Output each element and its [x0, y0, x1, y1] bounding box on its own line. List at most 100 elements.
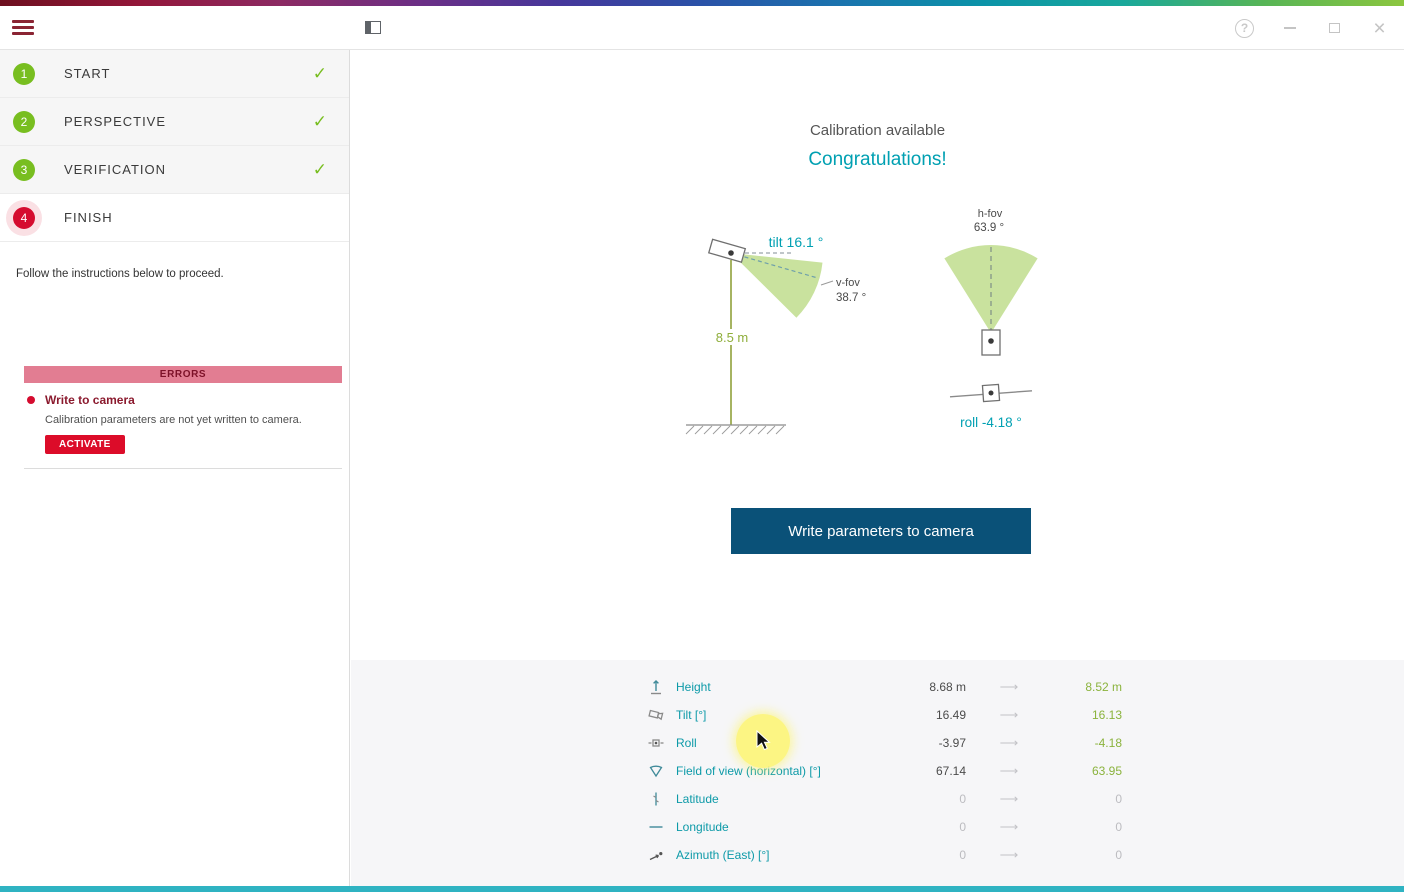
- param-new-value: 8.52 m: [1085, 680, 1122, 694]
- table-row-azimuth: Azimuth (East) [°] 0 ⟶ 0: [351, 841, 1404, 869]
- param-current-value: 8.68 m: [929, 680, 966, 694]
- arrow-right-icon: ⟶: [999, 819, 1019, 834]
- tilt-value-label: tilt 16.1 °: [769, 234, 824, 250]
- menu-icon[interactable]: [12, 20, 34, 36]
- roll-icon: [643, 734, 669, 752]
- tilt-icon: [643, 706, 669, 724]
- congratulations-headline: Congratulations!: [808, 149, 947, 170]
- param-current-value: 67.14: [935, 764, 966, 778]
- param-new-value: -4.18: [1094, 736, 1122, 750]
- activate-button[interactable]: ACTIVATE: [45, 435, 125, 454]
- sidebar-item-finish[interactable]: 4 FINISH: [0, 194, 349, 242]
- errors-panel: ERRORS Write to camera Calibration param…: [24, 366, 342, 469]
- step-label: PERSPECTIVE: [64, 114, 167, 129]
- minimize-icon: [1283, 27, 1296, 29]
- arrow-right-icon: ⟶: [999, 707, 1019, 722]
- step-number-badge: 4: [13, 206, 35, 229]
- vfov-value: 38.7 °: [836, 292, 866, 304]
- param-new-value: 0: [1115, 820, 1122, 834]
- main-content: Calibration available Congratulations! t…: [351, 50, 1404, 892]
- hfov-label: h-fov: [978, 208, 1003, 220]
- arrow-right-icon: ⟶: [999, 679, 1019, 694]
- sidebar-toggle-icon[interactable]: [365, 21, 381, 34]
- height-label-bg: [712, 329, 752, 345]
- error-item-title: Write to camera: [45, 393, 135, 407]
- help-button[interactable]: ?: [1222, 6, 1267, 50]
- check-icon: ✓: [312, 159, 327, 179]
- minimize-button[interactable]: [1267, 6, 1312, 50]
- close-icon: ×: [1373, 16, 1386, 40]
- step-number-badge: 3: [13, 158, 35, 181]
- param-label: Roll: [676, 736, 697, 750]
- param-label: Longitude: [676, 820, 729, 834]
- table-row-roll: Roll -3.97 ⟶ -4.18: [351, 729, 1404, 757]
- maximize-button[interactable]: [1312, 6, 1357, 50]
- hfov-value: 63.9 °: [974, 222, 1004, 234]
- param-label: Height: [676, 680, 711, 694]
- write-parameters-button[interactable]: Write parameters to camera: [731, 508, 1031, 554]
- arrow-right-icon: ⟶: [999, 763, 1019, 778]
- calibration-status-text: Calibration available: [809, 122, 946, 139]
- table-row-longitude: Longitude 0 ⟶ 0: [351, 813, 1404, 841]
- param-label: Field of view (horizontal) [°]: [676, 764, 821, 778]
- latitude-icon: [643, 790, 669, 808]
- param-new-value: 0: [1115, 792, 1122, 806]
- hfov-fan-shape: [944, 245, 1038, 333]
- param-current-value: 0: [959, 820, 966, 834]
- height-value-label: 8.5 m: [716, 330, 749, 345]
- param-new-value: 0: [1115, 848, 1122, 862]
- vfov-leader-line: [820, 280, 834, 286]
- param-current-value: 16.49: [935, 708, 966, 722]
- param-new-value: 63.95: [1091, 764, 1122, 778]
- step-label: FINISH: [64, 210, 113, 225]
- param-current-value: 0: [959, 848, 966, 862]
- camera-roll-dot: [988, 390, 994, 396]
- param-label: Tilt [°]: [676, 708, 707, 722]
- title-bar: ? ×: [0, 6, 1404, 50]
- close-button[interactable]: ×: [1357, 6, 1402, 50]
- arrow-right-icon: ⟶: [999, 791, 1019, 806]
- param-label: Azimuth (East) [°]: [676, 848, 770, 862]
- tilt-axis-line: [730, 252, 816, 278]
- table-row-latitude: Latitude 0 ⟶ 0: [351, 785, 1404, 813]
- help-icon: ?: [1235, 18, 1254, 38]
- step-label: VERIFICATION: [64, 162, 167, 177]
- error-item-description: Calibration parameters are not yet writt…: [45, 414, 302, 426]
- table-row-fov: Field of view (horizontal) [°] 67.14 ⟶ 6…: [351, 757, 1404, 785]
- cursor-pointer: [756, 730, 771, 751]
- param-new-value: 16.13: [1091, 708, 1122, 722]
- arrow-right-icon: ⟶: [999, 735, 1019, 750]
- camera-side-icon: [707, 238, 747, 263]
- errors-panel-title: ERRORS: [24, 366, 342, 383]
- vfov-label: v-fov: [836, 277, 860, 289]
- table-row-tilt: Tilt [°] 16.49 ⟶ 16.13: [351, 701, 1404, 729]
- vfov-fan-shape: [731, 253, 823, 318]
- azimuth-icon: [643, 846, 669, 864]
- parameters-table: Height 8.68 m ⟶ 8.52 m Tilt [°] 16.49 ⟶ …: [351, 660, 1404, 892]
- fov-icon: [643, 762, 669, 780]
- step-number-badge: 2: [13, 110, 35, 133]
- step-number-badge: 1: [13, 62, 35, 85]
- camera-pivot-dot: [728, 250, 734, 256]
- camera-top-dot: [988, 338, 994, 344]
- maximize-icon: [1329, 23, 1340, 33]
- calibration-diagram: tilt 16.1 ° v-fov 38.7 ° 8.5 m h-fov 63.…: [685, 208, 1038, 435]
- longitude-icon: [643, 818, 669, 836]
- brand-gradient-bar: [0, 0, 1404, 6]
- param-current-value: 0: [959, 792, 966, 806]
- ground-hatch: [685, 425, 785, 435]
- error-bullet-icon: [27, 396, 35, 404]
- instruction-text: Follow the instructions below to proceed…: [16, 268, 224, 280]
- param-current-value: -3.97: [938, 736, 966, 750]
- sidebar-item-verification[interactable]: 3 VERIFICATION ✓: [0, 146, 349, 194]
- height-icon: [643, 678, 669, 696]
- sidebar-item-start[interactable]: 1 START ✓: [0, 50, 349, 98]
- sidebar-item-perspective[interactable]: 2 PERSPECTIVE ✓: [0, 98, 349, 146]
- table-row-height: Height 8.68 m ⟶ 8.52 m: [351, 673, 1404, 701]
- check-icon: ✓: [312, 63, 327, 83]
- arrow-right-icon: ⟶: [999, 847, 1019, 862]
- bottom-accent-bar: [0, 886, 1404, 892]
- check-icon: ✓: [312, 111, 327, 131]
- wizard-sidebar: 1 START ✓ 2 PERSPECTIVE ✓ 3 VERIFICATION…: [0, 50, 350, 892]
